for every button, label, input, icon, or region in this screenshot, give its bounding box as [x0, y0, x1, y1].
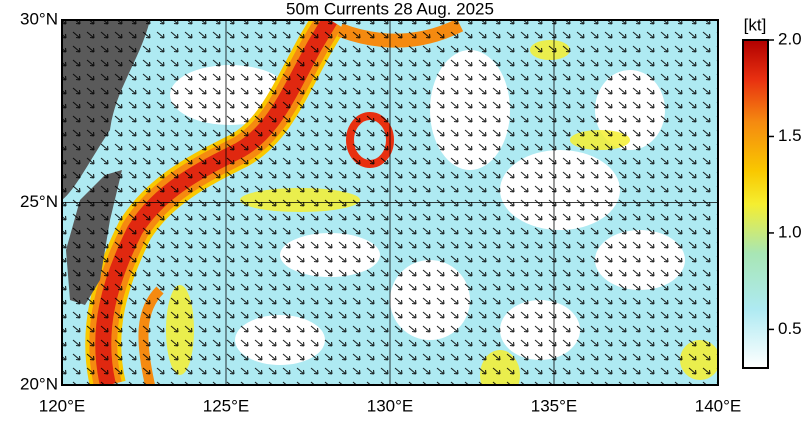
- colorbar-unit: [kt]: [744, 15, 767, 34]
- y-tick-label: 25°N: [20, 192, 58, 211]
- x-tick-label: 135°E: [531, 396, 578, 415]
- colorbar-tick-label: 0.5: [778, 319, 802, 338]
- colorbar-tick-label: 1.0: [778, 222, 802, 241]
- colorbar: [742, 39, 769, 369]
- y-tick-label: 30°N: [20, 9, 58, 28]
- colorbar-tick-label: 1.5: [778, 126, 802, 145]
- map-field: [62, 20, 718, 385]
- x-tick-label: 130°E: [367, 396, 414, 415]
- map-title: 50m Currents 28 Aug. 2025: [286, 0, 494, 18]
- x-tick-label: 120°E: [39, 396, 86, 415]
- x-tick-label: 140°E: [695, 396, 742, 415]
- colorbar-tick-label: 2.0: [778, 29, 802, 48]
- x-tick-label: 125°E: [203, 396, 250, 415]
- y-tick-label: 20°N: [20, 374, 58, 393]
